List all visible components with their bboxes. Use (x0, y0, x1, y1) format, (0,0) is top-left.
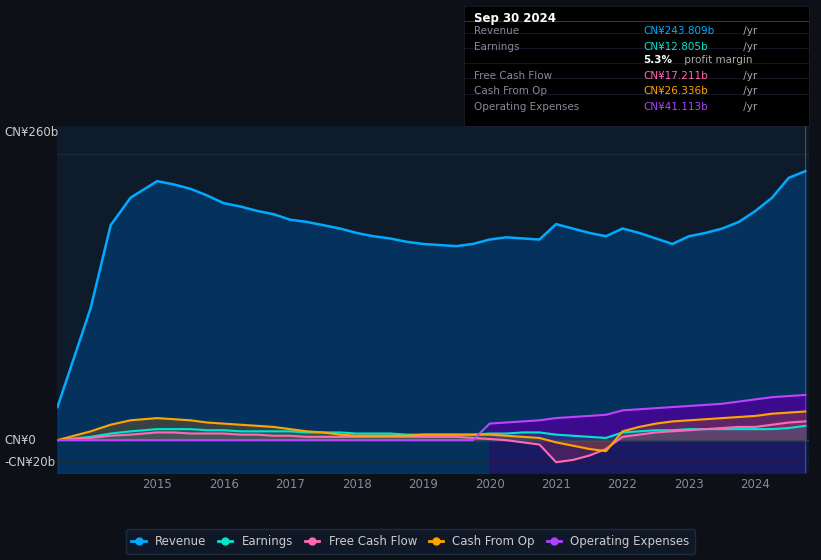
Text: /yr: /yr (740, 26, 757, 36)
Text: Operating Expenses: Operating Expenses (475, 102, 580, 112)
Text: /yr: /yr (740, 86, 757, 96)
Text: Free Cash Flow: Free Cash Flow (475, 71, 553, 81)
Text: Revenue: Revenue (475, 26, 520, 36)
Text: /yr: /yr (740, 102, 757, 112)
Text: Earnings: Earnings (475, 42, 520, 52)
Text: -CN¥20b: -CN¥20b (4, 456, 55, 469)
Text: CN¥17.211b: CN¥17.211b (643, 71, 708, 81)
Text: CN¥12.805b: CN¥12.805b (643, 42, 708, 52)
Text: /yr: /yr (740, 42, 757, 52)
Text: CN¥243.809b: CN¥243.809b (643, 26, 714, 36)
Text: /yr: /yr (740, 71, 757, 81)
Text: CN¥0: CN¥0 (4, 433, 36, 447)
Text: Cash From Op: Cash From Op (475, 86, 548, 96)
Text: CN¥41.113b: CN¥41.113b (643, 102, 708, 112)
Legend: Revenue, Earnings, Free Cash Flow, Cash From Op, Operating Expenses: Revenue, Earnings, Free Cash Flow, Cash … (126, 529, 695, 554)
Text: 5.3%: 5.3% (643, 55, 672, 65)
Text: CN¥26.336b: CN¥26.336b (643, 86, 708, 96)
Text: CN¥260b: CN¥260b (4, 126, 58, 139)
Text: Sep 30 2024: Sep 30 2024 (475, 12, 556, 25)
Text: profit margin: profit margin (681, 55, 753, 65)
